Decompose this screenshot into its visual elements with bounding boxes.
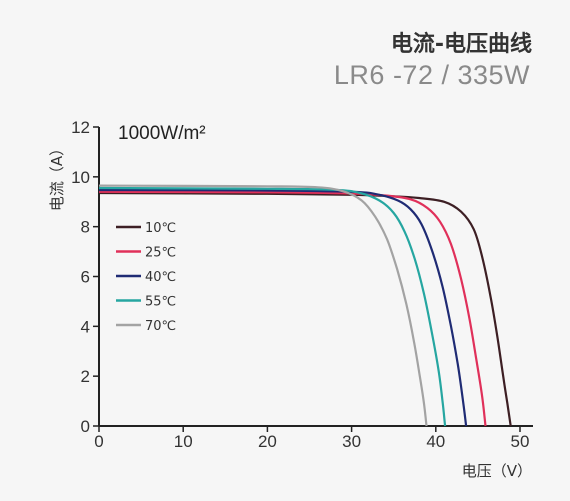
series-line-40℃ xyxy=(98,188,468,427)
series-line-55℃ xyxy=(98,186,447,427)
legend-label: 70℃ xyxy=(145,319,176,334)
y-tick-label: 4 xyxy=(81,317,90,336)
y-tick-label: 10 xyxy=(71,168,90,187)
series-line-70℃ xyxy=(98,184,428,427)
y-tick-label: 8 xyxy=(81,218,90,237)
series-line-10℃ xyxy=(98,191,512,427)
x-tick-label: 30 xyxy=(342,432,361,451)
x-tick-label: 20 xyxy=(258,432,277,451)
y-tick-label: 6 xyxy=(81,268,90,287)
series-line-25℃ xyxy=(98,190,487,427)
legend-label: 55℃ xyxy=(145,295,176,310)
x-tick-label: 10 xyxy=(174,432,193,451)
y-tick-label: 0 xyxy=(81,417,90,436)
legend-label: 40℃ xyxy=(145,270,176,285)
series xyxy=(98,184,512,427)
legend-label: 25℃ xyxy=(145,246,176,261)
legend-label: 10℃ xyxy=(145,221,176,236)
x-axis-label: 电压（V） xyxy=(462,462,532,480)
chart-title: 电流-电压曲线 xyxy=(390,32,532,57)
x-tick-label: 40 xyxy=(426,432,445,451)
legend: 10℃ 25℃ 40℃ 55℃ 70℃ xyxy=(116,221,176,334)
chart-subtitle: LR6 -72 / 335W xyxy=(333,60,530,90)
x-tick-label: 0 xyxy=(94,432,103,451)
irradiance-annotation: 1000W/m² xyxy=(118,123,206,144)
x-tick-label: 50 xyxy=(511,432,530,451)
y-tick-label: 12 xyxy=(71,118,90,137)
ticks: 0 10 20 30 40 50 0 2 4 6 8 10 12 xyxy=(71,118,529,451)
y-tick-label: 2 xyxy=(81,367,90,386)
y-axis-label: 电流（A） xyxy=(48,141,66,211)
